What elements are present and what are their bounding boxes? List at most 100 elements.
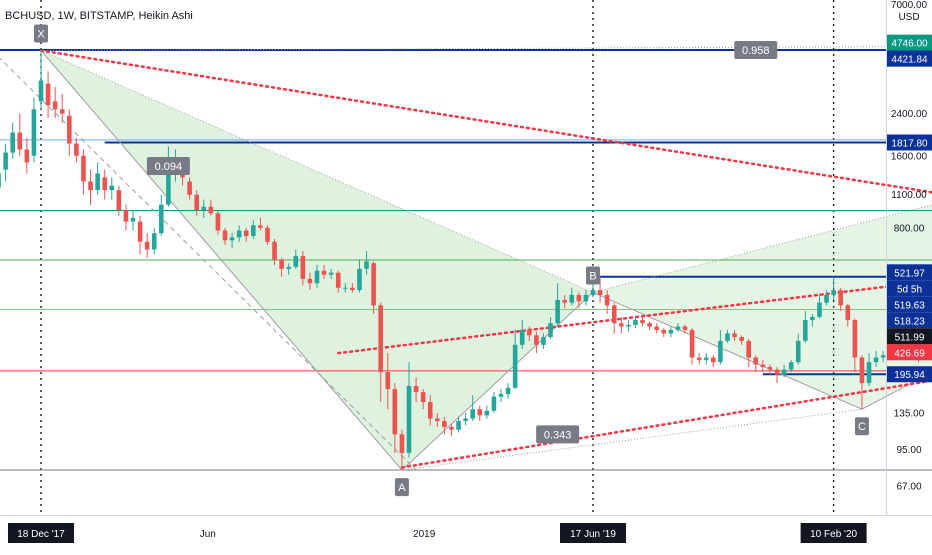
pattern-ratio-line bbox=[40, 45, 932, 52]
candle-body bbox=[321, 270, 327, 275]
x-tick-label: Jun bbox=[200, 529, 216, 540]
x-tick-label: 18 Dec '17 bbox=[17, 529, 65, 540]
pattern-point-label: A bbox=[398, 482, 406, 494]
candle-body bbox=[236, 230, 242, 238]
price-badge-label: 426.69 bbox=[894, 348, 925, 359]
candle-body bbox=[357, 268, 362, 291]
currency-label: USD bbox=[898, 12, 919, 23]
pattern-point-label: C bbox=[858, 421, 866, 433]
candle-body bbox=[286, 266, 291, 269]
candle-body bbox=[852, 320, 858, 358]
candle-body bbox=[151, 233, 157, 250]
price-badge bbox=[887, 134, 932, 151]
candle-body bbox=[654, 326, 659, 330]
candle-body bbox=[251, 225, 256, 236]
candle-body bbox=[788, 362, 794, 370]
candle-body bbox=[767, 367, 773, 370]
candle-body bbox=[406, 386, 412, 453]
price-badge bbox=[887, 50, 932, 67]
candle-body bbox=[137, 221, 143, 242]
candle-body bbox=[505, 387, 511, 395]
price-badge bbox=[887, 34, 932, 51]
price-badge bbox=[887, 280, 932, 297]
candle-body bbox=[109, 185, 115, 191]
candle-body bbox=[880, 355, 886, 358]
candle-body bbox=[258, 225, 263, 228]
candle-body bbox=[392, 389, 398, 435]
candle-body bbox=[633, 320, 638, 325]
candle-body bbox=[583, 294, 589, 302]
candle-body bbox=[831, 290, 836, 295]
x-tick-badge bbox=[800, 523, 867, 543]
pattern-ratio-badge bbox=[734, 41, 778, 60]
candle-body bbox=[24, 149, 30, 163]
price-badge-label: 519.63 bbox=[894, 300, 925, 311]
candle-body bbox=[38, 80, 44, 102]
candle-body bbox=[378, 305, 383, 373]
candle-body bbox=[696, 357, 702, 360]
candle-body bbox=[74, 143, 79, 156]
candle-body bbox=[243, 230, 249, 236]
candle-body bbox=[272, 241, 277, 260]
pattern-ratio-label: 0.343 bbox=[544, 429, 572, 441]
price-badge-label: 4421.84 bbox=[891, 55, 928, 66]
candle-body bbox=[0, 173, 1, 188]
candle-body bbox=[300, 256, 306, 279]
axis-top-label: 7000.00 bbox=[891, 0, 928, 11]
price-badge bbox=[887, 366, 932, 383]
candle-body bbox=[859, 357, 865, 384]
candle-body bbox=[519, 329, 525, 345]
candle-body bbox=[795, 340, 801, 363]
candle-body bbox=[265, 227, 270, 242]
candle-body bbox=[746, 340, 751, 358]
y-tick-label: 2400.00 bbox=[891, 109, 928, 120]
candle-body bbox=[293, 256, 299, 267]
pattern-leg bbox=[40, 50, 403, 471]
candle-body bbox=[435, 418, 440, 422]
candle-body bbox=[470, 409, 475, 419]
candle-body bbox=[866, 362, 872, 384]
candle-body bbox=[215, 213, 221, 231]
candle-body bbox=[81, 155, 86, 182]
candle-body bbox=[67, 115, 72, 144]
price-badge bbox=[887, 264, 932, 281]
chart-title: BCHUSD, 1W, BITSTAMP, Heikin Ashi bbox=[5, 10, 193, 22]
pattern-point-badge bbox=[394, 478, 409, 497]
y-tick-label: 1100.00 bbox=[891, 190, 927, 201]
candle-body bbox=[314, 270, 320, 284]
y-tick-label: 67.00 bbox=[896, 481, 921, 492]
candle-body bbox=[166, 166, 171, 205]
candle-body bbox=[619, 323, 624, 327]
candle-body bbox=[3, 152, 8, 170]
candle-body bbox=[739, 337, 744, 341]
candle-body bbox=[427, 402, 433, 419]
price-badge-label: 4746.00 bbox=[891, 39, 928, 50]
candle-body bbox=[123, 210, 129, 222]
candle-body bbox=[194, 194, 199, 211]
candle-body bbox=[541, 337, 546, 345]
candle-body bbox=[838, 290, 843, 306]
candle-body bbox=[732, 333, 737, 338]
candle-body bbox=[116, 190, 122, 211]
pattern-ratio-badge bbox=[536, 425, 580, 444]
candle-body bbox=[703, 357, 709, 360]
y-tick-label: 800.00 bbox=[894, 223, 925, 234]
candle-body bbox=[442, 421, 447, 428]
trend-line bbox=[39, 49, 932, 194]
candle-body bbox=[364, 261, 369, 269]
price-badge-label: 511.99 bbox=[895, 332, 925, 343]
candle-body bbox=[569, 294, 575, 303]
x-tick-label: 10 Feb '20 bbox=[810, 529, 857, 540]
candle-body bbox=[661, 329, 667, 334]
candle-body bbox=[817, 302, 822, 317]
candle-body bbox=[803, 320, 808, 341]
candle-body bbox=[463, 418, 468, 422]
candle-body bbox=[159, 204, 164, 234]
trend-line bbox=[336, 279, 932, 355]
candle-body bbox=[350, 287, 355, 291]
candle-body bbox=[555, 299, 560, 324]
pattern-point-badge bbox=[586, 266, 601, 285]
candle-body bbox=[10, 132, 15, 153]
price-badge-label: 521.97 bbox=[894, 268, 925, 279]
